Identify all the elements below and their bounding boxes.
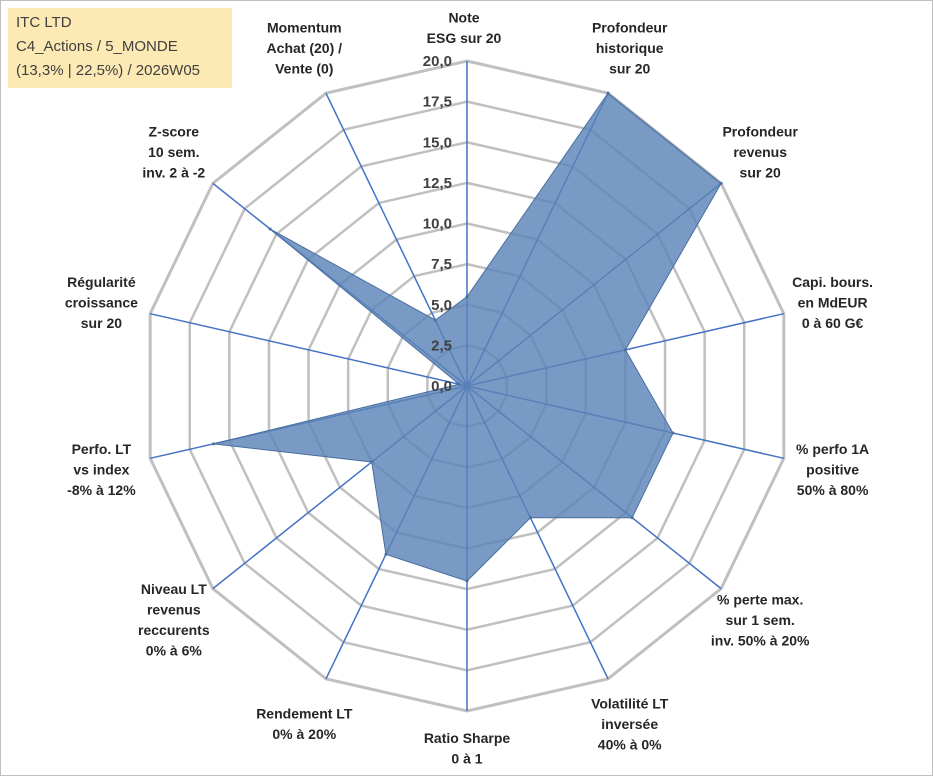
tick-label: 17,5 (423, 94, 452, 111)
axis-label: Profondeur historique sur 20 (592, 20, 668, 77)
tick-label: 7,5 (431, 256, 452, 273)
radar-ticks: 0,0 2,5 5,0 7,5 10,0 12,5 15,0 17,5 20,0 (423, 53, 452, 395)
data-point (465, 579, 469, 583)
axis-label: Perfo. LT vs index -8% à 12% (67, 441, 136, 498)
data-point (457, 382, 461, 386)
data-point (268, 227, 272, 231)
axis-label: Rendement LT 0% à 20% (256, 706, 353, 743)
axis-label: % perte max. sur 1 sem. inv. 50% à 20% (711, 591, 810, 648)
data-point (465, 295, 469, 299)
info-stats: (13,3% | 22,5%) / 2026W05 (16, 62, 200, 79)
data-point (433, 318, 437, 322)
tick-label: 15,0 (423, 134, 452, 151)
axis-label: % perfo 1A positive 50% à 80% (796, 441, 869, 498)
data-point (630, 516, 634, 520)
data-point (384, 552, 388, 556)
axis-label: Niveau LT revenus reccurents 0% à 6% (138, 581, 210, 659)
data-point (719, 181, 723, 185)
tick-label: 12,5 (423, 175, 452, 192)
axis-label: Note ESG sur 20 (427, 10, 502, 47)
axis-label: Momentum Achat (20) / Vente (0) (267, 20, 343, 77)
data-point (671, 431, 675, 435)
info-box: ITC LTD C4_Actions / 5_MONDE (13,3% | 22… (8, 8, 232, 88)
tick-label: 10,0 (423, 216, 452, 233)
axis-spoke (149, 312, 468, 387)
axis-label: Capi. bours. en MdEUR 0 à 60 G€ (792, 274, 873, 331)
data-point (623, 348, 627, 352)
data-point (370, 460, 374, 464)
axis-label: Profondeur revenus sur 20 (722, 124, 798, 181)
axis-label: Z-score 10 sem. inv. 2 à -2 (142, 124, 205, 181)
axis-label: Régularité croissance sur 20 (65, 274, 138, 331)
tick-label: 0,0 (431, 378, 452, 395)
data-point (606, 91, 610, 95)
info-portfolio: C4_Actions / 5_MONDE (16, 38, 178, 55)
info-company: ITC LTD (16, 14, 72, 31)
axis-label: Volatilité LT inversée 40% à 0% (591, 695, 669, 752)
data-point (212, 442, 216, 446)
tick-label: 2,5 (431, 337, 452, 354)
radar-series (212, 91, 723, 583)
axis-label: Ratio Sharpe 0 à 1 (424, 730, 511, 767)
tick-label: 20,0 (423, 53, 452, 70)
tick-label: 5,0 (431, 297, 452, 314)
radar-axis-labels: Note ESG sur 20 Profondeur historique sur 20… (65, 10, 873, 767)
data-point (528, 516, 532, 520)
